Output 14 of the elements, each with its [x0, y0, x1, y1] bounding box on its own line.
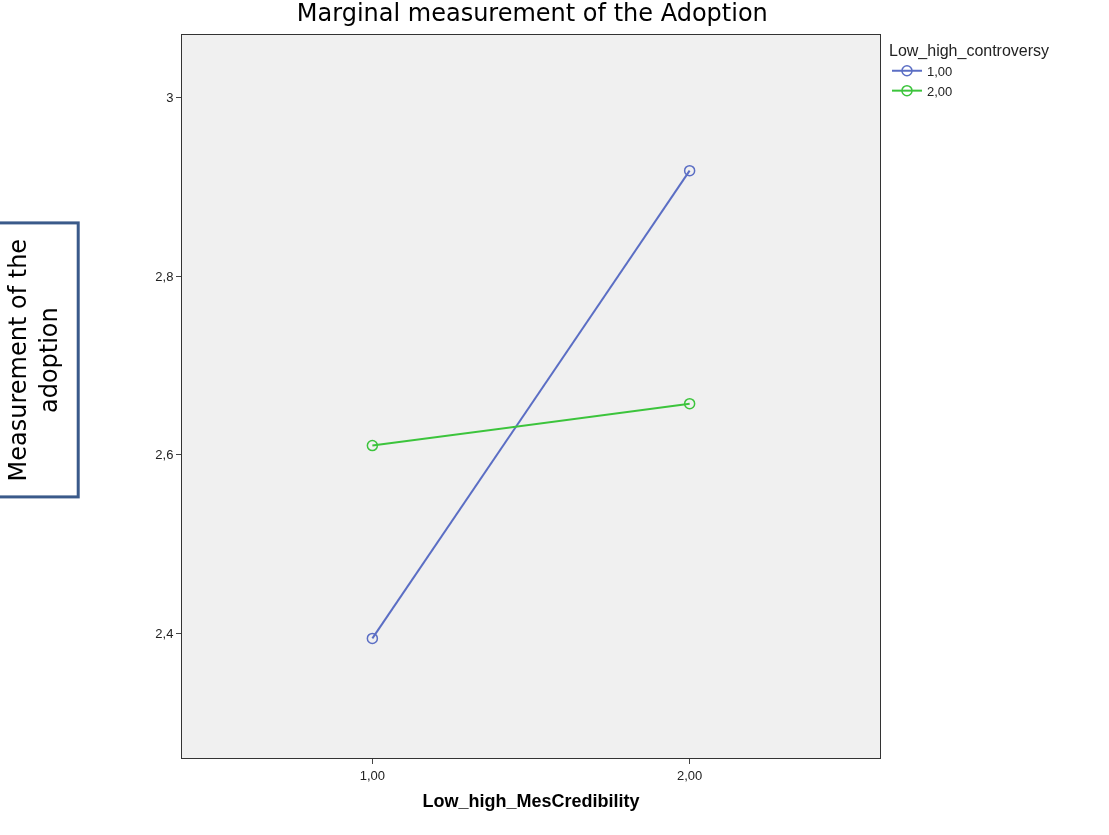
x-axis-title: Low_high_MesCredibility [422, 790, 640, 811]
chart-title: Marginal measurement of the Adoption [296, 0, 768, 27]
y-axis-title: Measurement of the adoption [3, 238, 63, 482]
legend-label: 1,00 [926, 63, 953, 79]
legend-label: 2,00 [926, 83, 953, 99]
y-tick-label: 2,4 [155, 625, 174, 641]
point [683, 397, 696, 410]
y-tick-label: 3 [166, 90, 174, 106]
y-tick-label: 2,8 [155, 268, 174, 284]
point [366, 632, 379, 645]
point [366, 439, 379, 452]
legend-title: Low_high_controversy [888, 41, 1050, 60]
y-tick-label: 2,6 [155, 447, 174, 463]
point [683, 164, 696, 177]
